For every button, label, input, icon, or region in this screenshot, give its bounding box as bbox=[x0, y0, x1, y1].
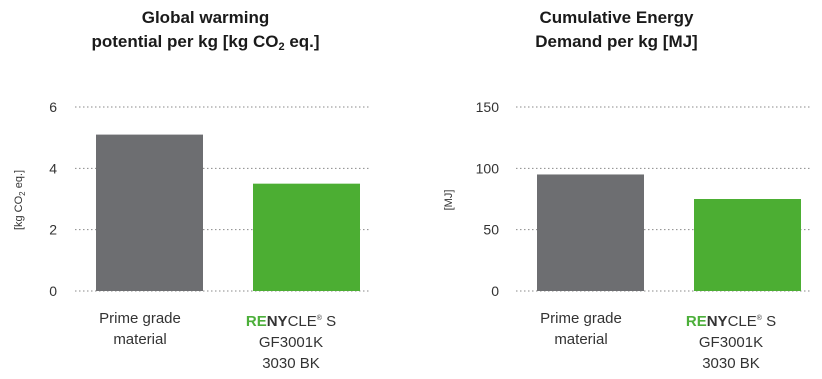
bar-prime-grade bbox=[537, 174, 644, 291]
category-label-prime: Prime grade material bbox=[99, 310, 181, 348]
y-tick-label: 0 bbox=[49, 283, 57, 299]
y-tick-label: 4 bbox=[49, 160, 57, 176]
bar-renycle bbox=[253, 183, 360, 291]
ced-plot: 0 50 100 150 [MJ] bbox=[443, 99, 812, 299]
chart-title: Cumulative Energy Demand per kg [MJ] bbox=[535, 8, 698, 51]
y-axis-label: [kg CO2 eq.] bbox=[13, 170, 27, 230]
y-tick-label: 2 bbox=[49, 222, 57, 238]
y-tick-label: 0 bbox=[491, 283, 499, 299]
gwp-plot: 0 2 4 6 [kg CO2 eq.] bbox=[13, 99, 371, 299]
bar-prime-grade bbox=[96, 134, 203, 291]
category-label-prime: Prime grade material bbox=[540, 310, 622, 348]
category-label-renycle: RENYCLE® S GF3001K 3030 BK bbox=[685, 313, 777, 372]
y-axis-label: [MJ] bbox=[443, 190, 455, 211]
ced-chart: Cumulative Energy Demand per kg [MJ] 0 50… bbox=[411, 0, 822, 379]
gwp-chart: Global warming potential per kg [kg CO2 … bbox=[13, 8, 371, 372]
category-label-renycle: RENYCLE® S GF3001K 3030 BK bbox=[245, 313, 337, 372]
y-tick-label: 6 bbox=[49, 99, 57, 115]
bar-renycle bbox=[694, 199, 801, 291]
y-tick-label: 50 bbox=[483, 222, 499, 238]
chart-title: Global warming potential per kg [kg CO2 … bbox=[91, 8, 320, 53]
y-tick-label: 100 bbox=[476, 160, 500, 176]
y-tick-label: 150 bbox=[476, 99, 500, 115]
